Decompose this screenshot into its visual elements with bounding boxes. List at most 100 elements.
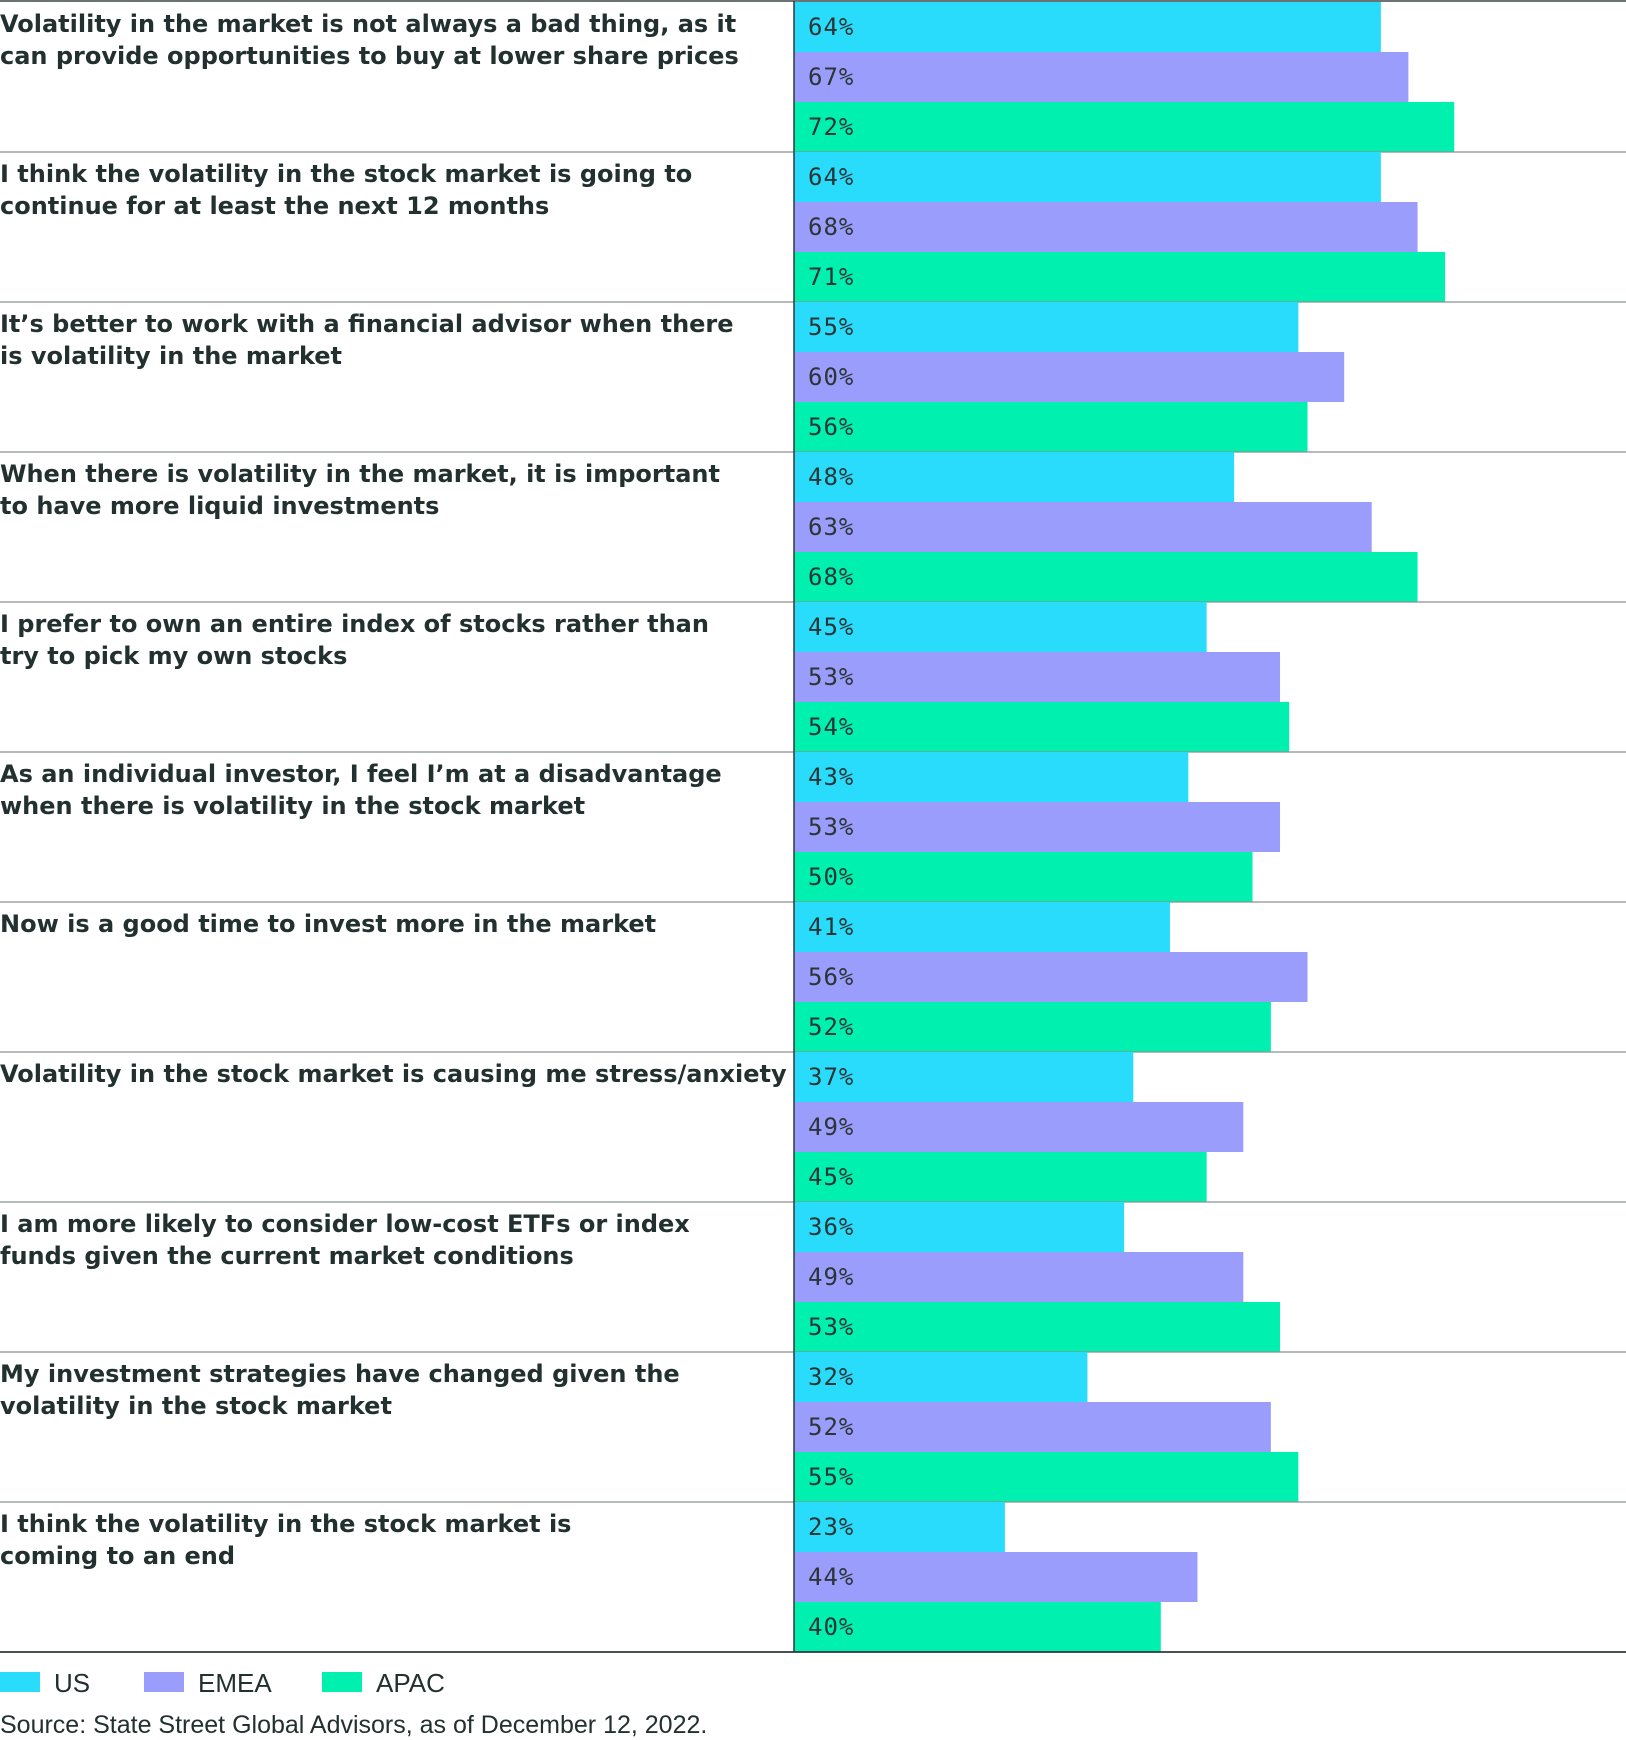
data-label-us: 37% — [808, 1063, 854, 1091]
data-label-emea: 53% — [808, 813, 854, 841]
data-label-emea: 56% — [808, 963, 854, 991]
bar-us — [794, 1202, 1125, 1252]
category-label-line: I prefer to own an entire index of stock… — [0, 610, 709, 638]
category-label: Now is a good time to invest more in the… — [0, 910, 656, 938]
category-label-line: coming to an end — [0, 1542, 235, 1570]
data-label-apac: 68% — [808, 563, 854, 591]
bar-apac — [794, 252, 1446, 302]
category-label-line: My investment strategies have changed gi… — [0, 1360, 680, 1388]
data-label-apac: 71% — [808, 263, 854, 291]
data-label-us: 43% — [808, 763, 854, 791]
bar-us — [794, 1352, 1088, 1402]
data-label-apac: 56% — [808, 413, 854, 441]
legend-swatch-emea — [144, 1672, 184, 1692]
bar-apac — [794, 1602, 1161, 1652]
bar-us — [794, 2, 1381, 52]
bar-apac — [794, 852, 1253, 902]
category-label-line: Now is a good time to invest more in the… — [0, 910, 656, 938]
category-label-line: try to pick my own stocks — [0, 642, 347, 670]
data-label-us: 23% — [808, 1513, 854, 1541]
legend-label-us: US — [54, 1668, 90, 1698]
category-label-line: I think the volatility in the stock mark… — [0, 1510, 571, 1538]
category-label-line: When there is volatility in the market, … — [0, 460, 720, 488]
bar-apac — [794, 1452, 1299, 1502]
category-label: I think the volatility in the stock mark… — [0, 160, 692, 220]
bar-us — [794, 152, 1381, 202]
legend-label-apac: APAC — [376, 1668, 445, 1698]
bar-emea — [794, 952, 1308, 1002]
bar-emea — [794, 1402, 1271, 1452]
category-label-line: It’s better to work with a financial adv… — [0, 310, 734, 338]
data-label-emea: 49% — [808, 1263, 854, 1291]
data-label-us: 55% — [808, 313, 854, 341]
data-label-emea: 60% — [808, 363, 854, 391]
bar-us — [794, 1052, 1134, 1102]
category-label-line: funds given the current market condition… — [0, 1242, 574, 1270]
bar-us — [794, 302, 1299, 352]
category-label: As an individual investor, I feel I’m at… — [0, 760, 722, 820]
category-label: I am more likely to consider low-cost ET… — [0, 1210, 690, 1270]
category-label: My investment strategies have changed gi… — [0, 1360, 680, 1420]
bar-us — [794, 752, 1189, 802]
data-label-emea: 67% — [808, 63, 854, 91]
category-label-line: I am more likely to consider low-cost ET… — [0, 1210, 690, 1238]
bar-apac — [794, 102, 1455, 152]
bar-apac — [794, 1002, 1271, 1052]
category-label-line: I think the volatility in the stock mark… — [0, 160, 692, 188]
category-label: I think the volatility in the stock mark… — [0, 1510, 571, 1570]
legend: US EMEA APAC — [0, 1668, 445, 1698]
data-label-apac: 40% — [808, 1613, 854, 1641]
data-label-apac: 72% — [808, 113, 854, 141]
bar-us — [794, 1502, 1005, 1552]
bar-apac — [794, 552, 1418, 602]
data-label-emea: 49% — [808, 1113, 854, 1141]
category-label: I prefer to own an entire index of stock… — [0, 610, 709, 670]
category-label-line: can provide opportunities to buy at lowe… — [0, 42, 739, 70]
bar-apac — [794, 402, 1308, 452]
category-label-line: Volatility in the stock market is causin… — [0, 1060, 787, 1088]
category-label-line: is volatility in the market — [0, 342, 342, 370]
bar-emea — [794, 652, 1281, 702]
category-label-line: Volatility in the market is not always a… — [0, 10, 736, 38]
bar-emea — [794, 1552, 1198, 1602]
data-label-apac: 45% — [808, 1163, 854, 1191]
bar-emea — [794, 52, 1409, 102]
data-label-us: 41% — [808, 913, 854, 941]
category-label-line: when there is volatility in the stock ma… — [0, 792, 585, 820]
data-label-emea: 52% — [808, 1413, 854, 1441]
category-label-line: As an individual investor, I feel I’m at… — [0, 760, 722, 788]
bar-emea — [794, 502, 1372, 552]
data-label-apac: 55% — [808, 1463, 854, 1491]
data-label-apac: 50% — [808, 863, 854, 891]
data-label-us: 36% — [808, 1213, 854, 1241]
data-label-us: 45% — [808, 613, 854, 641]
data-label-emea: 68% — [808, 213, 854, 241]
data-label-us: 64% — [808, 13, 854, 41]
data-label-us: 32% — [808, 1363, 854, 1391]
bar-emea — [794, 352, 1345, 402]
data-label-us: 64% — [808, 163, 854, 191]
bar-emea — [794, 1102, 1244, 1152]
data-label-emea: 53% — [808, 663, 854, 691]
data-label-apac: 53% — [808, 1313, 854, 1341]
legend-swatch-us — [0, 1672, 40, 1692]
data-label-apac: 54% — [808, 713, 854, 741]
bar-emea — [794, 1252, 1244, 1302]
plot-area: Volatility in the market is not always a… — [0, 0, 1626, 1653]
source-note: Source: State Street Global Advisors, as… — [0, 1711, 707, 1739]
bar-apac — [794, 702, 1290, 752]
data-label-emea: 63% — [808, 513, 854, 541]
legend-label-emea: EMEA — [198, 1668, 272, 1698]
legend-swatch-apac — [322, 1672, 362, 1692]
data-label-emea: 44% — [808, 1563, 854, 1591]
category-label-line: continue for at least the next 12 months — [0, 192, 549, 220]
category-label: When there is volatility in the market, … — [0, 460, 720, 520]
category-label: Volatility in the market is not always a… — [0, 10, 739, 70]
category-label-line: volatility in the stock market — [0, 1392, 392, 1420]
bar-us — [794, 602, 1207, 652]
bar-apac — [794, 1302, 1281, 1352]
category-label-line: to have more liquid investments — [0, 492, 439, 520]
bar-emea — [794, 202, 1418, 252]
bar-emea — [794, 802, 1281, 852]
